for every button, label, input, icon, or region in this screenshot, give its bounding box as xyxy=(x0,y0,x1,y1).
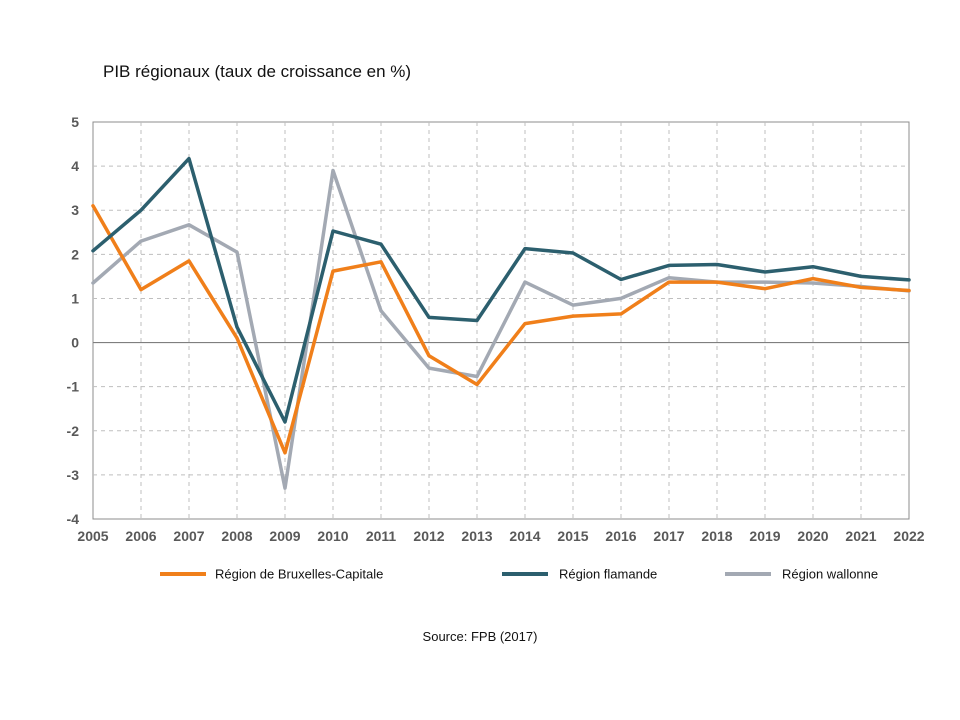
series-line-0 xyxy=(91,204,911,455)
source-note: Source: FPB (2017) xyxy=(422,629,538,644)
x-tick-label: 2015 xyxy=(557,528,588,544)
x-tick-label: 2018 xyxy=(701,528,732,544)
x-axis-ticks: 2005 2006 2007 2008 2009 2010 2011 2012 2013 2014… xyxy=(77,528,924,544)
y-tick-label: 0 xyxy=(71,335,79,351)
x-tick-label: 2006 xyxy=(125,528,156,544)
x-tick-label: 2021 xyxy=(845,528,876,544)
chart-title: PIB régionaux (taux de croissance en %) xyxy=(103,62,412,81)
x-tick-label: 2014 xyxy=(509,528,540,544)
x-tick-label: 2007 xyxy=(173,528,204,544)
y-tick-label: -1 xyxy=(67,379,80,395)
x-tick-label: 2019 xyxy=(749,528,780,544)
series-group xyxy=(91,156,911,490)
x-tick-label: 2010 xyxy=(317,528,348,544)
y-tick-label: 3 xyxy=(71,202,79,218)
y-tick-label: 1 xyxy=(71,290,79,306)
y-tick-label: 4 xyxy=(71,158,79,174)
x-tick-label: 2012 xyxy=(413,528,444,544)
y-tick-label: -2 xyxy=(67,423,80,439)
x-tick-label: 2017 xyxy=(653,528,684,544)
x-tick-label: 2009 xyxy=(269,528,300,544)
x-tick-label: 2011 xyxy=(366,528,397,544)
grid-lines xyxy=(93,122,909,519)
legend-label: Région wallonne xyxy=(782,567,878,582)
y-axis-ticks: 5 4 3 2 1 0 -1 -2 -3 -4 xyxy=(67,114,80,527)
legend-label: Région de Bruxelles-Capitale xyxy=(215,567,383,582)
legend: Région de Bruxelles-Capitale Région flama… xyxy=(160,567,878,582)
y-tick-label: 5 xyxy=(71,114,79,130)
series-line-1 xyxy=(91,156,911,424)
series-line-2 xyxy=(91,168,911,490)
x-tick-label: 2016 xyxy=(605,528,636,544)
x-tick-label: 2020 xyxy=(797,528,828,544)
y-tick-label: 2 xyxy=(71,246,79,262)
y-tick-label: -4 xyxy=(67,511,80,527)
plot-frame xyxy=(92,121,910,520)
x-tick-label: 2005 xyxy=(77,528,108,544)
x-tick-label: 2013 xyxy=(461,528,492,544)
y-tick-label: -3 xyxy=(67,467,80,483)
legend-label: Région flamande xyxy=(559,567,657,582)
x-tick-label: 2008 xyxy=(221,528,252,544)
x-tick-label: 2022 xyxy=(893,528,924,544)
